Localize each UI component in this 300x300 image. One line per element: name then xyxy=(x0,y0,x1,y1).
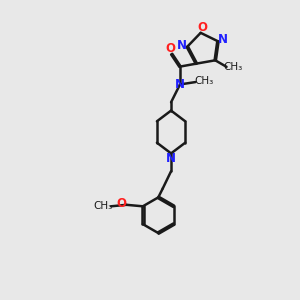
Text: O: O xyxy=(197,21,207,34)
Text: O: O xyxy=(166,42,176,55)
Text: N: N xyxy=(177,39,187,52)
Text: CH₃: CH₃ xyxy=(93,201,112,211)
Text: N: N xyxy=(167,152,176,165)
Text: N: N xyxy=(218,33,228,46)
Text: CH₃: CH₃ xyxy=(224,62,243,72)
Text: O: O xyxy=(117,197,127,210)
Text: N: N xyxy=(175,78,185,91)
Text: CH₃: CH₃ xyxy=(194,76,213,86)
